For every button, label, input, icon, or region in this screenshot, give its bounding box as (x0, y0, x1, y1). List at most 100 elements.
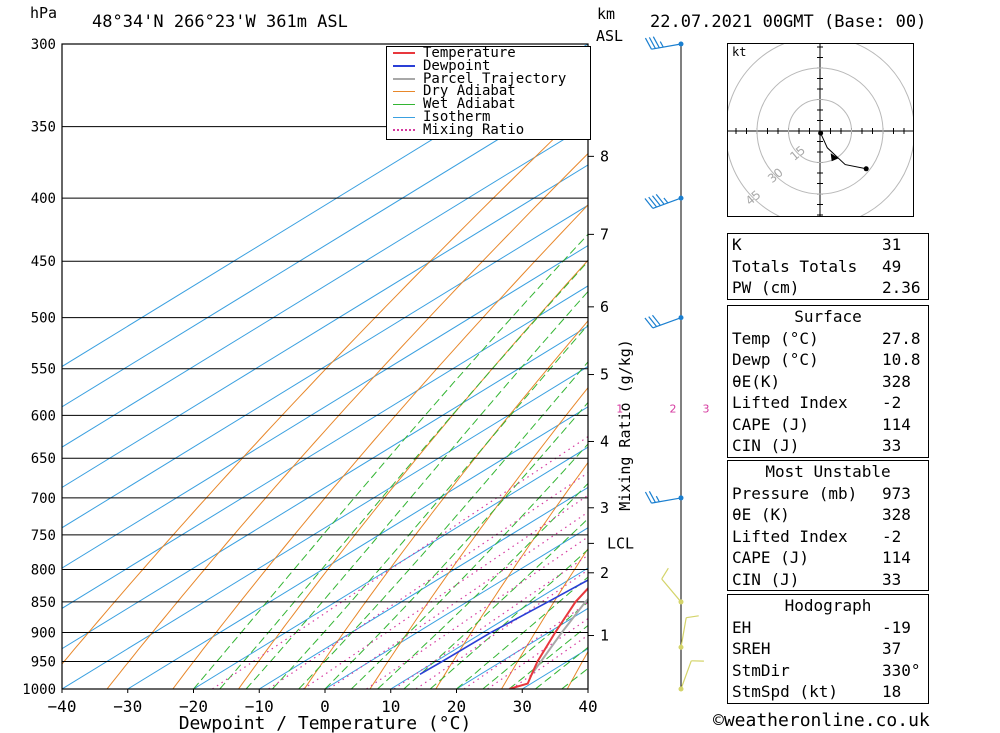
row-sreh: SREH 37 (732, 639, 902, 658)
wind-barb-half-flag (655, 495, 660, 503)
pressure-tick-label: 900 (31, 626, 56, 642)
legend-item-parcel: Parcel Trajectory (387, 72, 590, 85)
wind-level-dot (678, 686, 684, 692)
isotherm-line (62, 164, 588, 489)
wind-barb-staff (680, 660, 692, 690)
pressure-tick-label: 700 (31, 491, 56, 507)
hodograph-trace (820, 132, 867, 170)
location-title: 48°34'N 266°23'W 361m ASL (92, 12, 348, 32)
copyright-footer: ©weatheronline.co.uk (713, 710, 930, 731)
row-totals-totals: Totals Totals 49 (732, 256, 902, 276)
pressure-tick-label: 950 (31, 655, 56, 671)
pressure-tick-label: 750 (31, 528, 56, 544)
surface-title: Surface (794, 307, 862, 326)
wind-barb-half-flag (663, 197, 669, 204)
dewpoint-line (419, 579, 588, 675)
pressure-tick-label: 300 (31, 37, 56, 53)
dry-adiabat-line (962, 44, 1000, 689)
storm-motion-arrow-icon (830, 153, 839, 162)
legend-item-mixing-ratio: Mixing Ratio (387, 123, 590, 137)
most-unstable-title: Most Unstable (765, 462, 891, 481)
isotherm-line (62, 204, 588, 529)
wind-barb-flag (648, 37, 656, 49)
temperature-tick-label: −10 (245, 697, 274, 716)
km-tick-label: 2 (600, 564, 609, 582)
wind-barb-flag (648, 196, 658, 208)
row-surface-thetae: θE(K) 328 (732, 371, 911, 391)
hodograph-ring-label: 15 (787, 143, 808, 164)
row-surface-cape: CAPE (J) 114 (732, 414, 911, 434)
legend-item-dewpoint: Dewpoint (387, 59, 590, 73)
temperature-tick-label: 40 (578, 697, 597, 716)
dry-adiabat-line (238, 259, 588, 689)
wind-barb-flag (651, 314, 661, 326)
km-tick-label: 5 (600, 366, 609, 384)
wind-barb-flag (651, 195, 661, 207)
wind-level-dot (678, 315, 684, 321)
pressure-tick-label: 1000 (22, 682, 56, 698)
wind-barb-flag (644, 491, 652, 504)
row-stmdir: StmDir 330° (732, 660, 921, 680)
hodograph-ring (756, 67, 884, 195)
chart-legend: Temperature Dewpoint Parcel Trajectory D… (386, 46, 591, 140)
hodograph-panel: kt 15 30 45 (727, 43, 914, 217)
temperature-tick-label: 30 (513, 697, 532, 716)
isotherm-line (127, 406, 588, 689)
temperature-tick-label: −20 (179, 697, 208, 716)
wind-barb-flag (648, 491, 656, 503)
row-mu-li: Lifted Index -2 (732, 526, 902, 546)
row-k-index: K 31 (732, 235, 902, 254)
km-label: km (597, 5, 616, 23)
row-surface-temp: Temp (°C) 27.8 (732, 328, 921, 348)
temperature-tick-label: 0 (320, 697, 330, 716)
wind-barb-half-flag (659, 41, 664, 48)
row-surface-li: Lifted Index -2 (732, 393, 902, 412)
wind-barb-flag (648, 316, 658, 327)
most-unstable-table: Most Unstable Pressure (mb) 973 θE (K) 328… (727, 460, 929, 591)
hodograph-table: Hodograph EH -19 SREH 37 StmDir 330° StmSpd… (727, 594, 929, 704)
mixing-ratio-line (212, 435, 588, 689)
pressure-tick-label: 850 (31, 595, 56, 611)
legend-item-isotherm: Isotherm (387, 110, 590, 124)
km-tick-label: 7 (600, 225, 609, 243)
pressure-tick-label: 350 (31, 120, 56, 136)
isotherm-line (62, 124, 588, 448)
wind-level-dot (678, 644, 684, 650)
pressure-tick-label: 600 (31, 408, 56, 424)
wind-barb-staff (651, 43, 682, 50)
row-eh: EH -19 (732, 617, 911, 637)
isotherm-line (62, 365, 588, 689)
datetime-title: 22.07.2021 00GMT (Base: 00) (650, 12, 927, 32)
pressure-tick-label: 550 (31, 362, 56, 378)
wind-barb-staff (680, 617, 687, 648)
wind-barb-staff (651, 497, 682, 504)
wind-barb-flag (652, 36, 660, 49)
mixing-ratio-label: 2 (670, 402, 677, 415)
dry-adiabat-line (106, 152, 588, 689)
hodograph-ring (788, 99, 852, 163)
hodograph-ring-label: 30 (765, 165, 786, 186)
wet-adiabat-line (377, 482, 588, 689)
row-mu-cin: CIN (J) 33 (732, 569, 902, 589)
legend-item-wet-adiabat: Wet Adiabat (387, 97, 590, 111)
temperature-tick-label: −40 (48, 697, 77, 716)
isotherm-line (62, 44, 588, 368)
wet-adiabat-line (298, 361, 588, 689)
legend-item-dry-adiabat: Dry Adiabat (387, 85, 590, 98)
pressure-tick-label: 400 (31, 191, 56, 207)
wind-barb-staff (661, 578, 682, 603)
isotherm-line (324, 527, 588, 689)
wet-adiabat-line (403, 517, 588, 689)
pressure-tick-label: 650 (31, 451, 56, 467)
km-tick-label: 3 (600, 499, 609, 517)
asl-label: ASL (596, 27, 624, 45)
hodograph-unit: kt (732, 45, 747, 59)
row-pw: PW (cm) 2.36 (732, 278, 921, 297)
km-tick-label: 6 (600, 298, 609, 316)
temperature-tick-label: 10 (381, 697, 400, 716)
row-mu-cape: CAPE (J) 114 (732, 548, 911, 567)
wind-level-dot (678, 495, 684, 501)
isotherm-line (62, 285, 588, 609)
mixing-ratio-line (366, 536, 588, 689)
